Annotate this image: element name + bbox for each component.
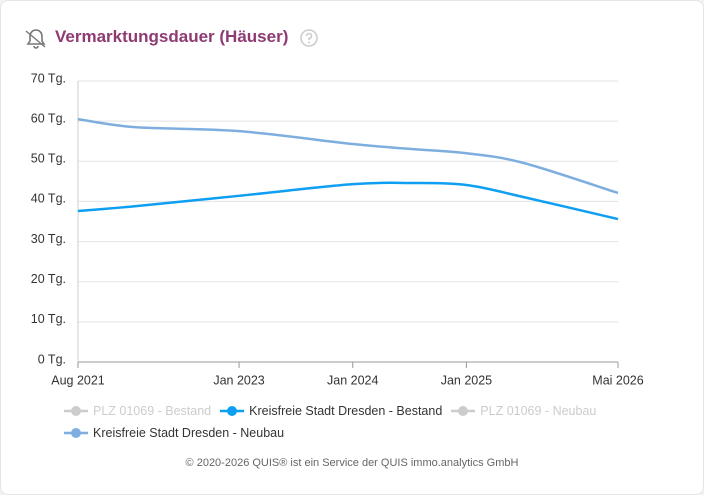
chart: 0 Tg. 10 Tg. 20 Tg. 30 Tg. 40 Tg. 50 Tg. 60 Tg… [31, 71, 644, 387]
x-tick-label: Aug 2021 [51, 373, 105, 387]
legend-marker [64, 406, 88, 416]
legend-label: Kreisfreie Stadt Dresden - Neubau [93, 426, 285, 440]
y-tick-label: 20 Tg. [31, 272, 66, 286]
line-series [77, 181, 619, 221]
legend-label: PLZ 01069 - Neubau [480, 404, 597, 418]
y-tick-label: 40 Tg. [31, 192, 66, 206]
y-tick-label: 0 Tg. [38, 352, 66, 366]
bell-icon [25, 29, 46, 49]
footer: © 2020-2026 QUIS® ist ein Service der QU… [185, 457, 519, 469]
x-tick-label: Jan 2025 [441, 373, 492, 387]
y-tick-label: 60 Tg. [31, 111, 66, 125]
legend-marker [64, 428, 88, 438]
help-icon[interactable] [299, 28, 319, 48]
x-tick-label: Mai 2026 [592, 373, 643, 387]
y-tick-label: 50 Tg. [31, 152, 66, 166]
legend: PLZ 01069 - Bestand Kreisfreie Stadt Dres… [63, 403, 683, 441]
x-tick-label: Jan 2024 [327, 373, 378, 387]
chart-title: Vermarktungsdauer (Häuser) [55, 27, 289, 46]
y-tick-label: 30 Tg. [31, 232, 66, 246]
legend-item[interactable]: Kreisfreie Stadt Dresden - Bestand [219, 403, 442, 419]
y-tick-label: 10 Tg. [31, 312, 66, 326]
legend-marker [220, 406, 245, 416]
legend-dot [71, 406, 81, 416]
x-tick-label: Jan 2023 [213, 373, 264, 387]
legend-dot [71, 428, 81, 438]
legend-item[interactable]: Kreisfreie Stadt Dresden - Neubau [63, 425, 284, 441]
legend-dot [458, 406, 469, 416]
y-tick-label: 70 Tg. [31, 71, 66, 85]
legend-label: PLZ 01069 - Bestand [93, 404, 212, 418]
legend-item[interactable]: PLZ 01069 - Neubau [450, 403, 596, 419]
legend-marker [451, 406, 476, 416]
legend-dot [227, 406, 238, 416]
line-series [77, 117, 619, 195]
legend-item[interactable]: PLZ 01069 - Bestand [63, 403, 211, 419]
legend-label: Kreisfreie Stadt Dresden - Bestand [249, 404, 443, 418]
